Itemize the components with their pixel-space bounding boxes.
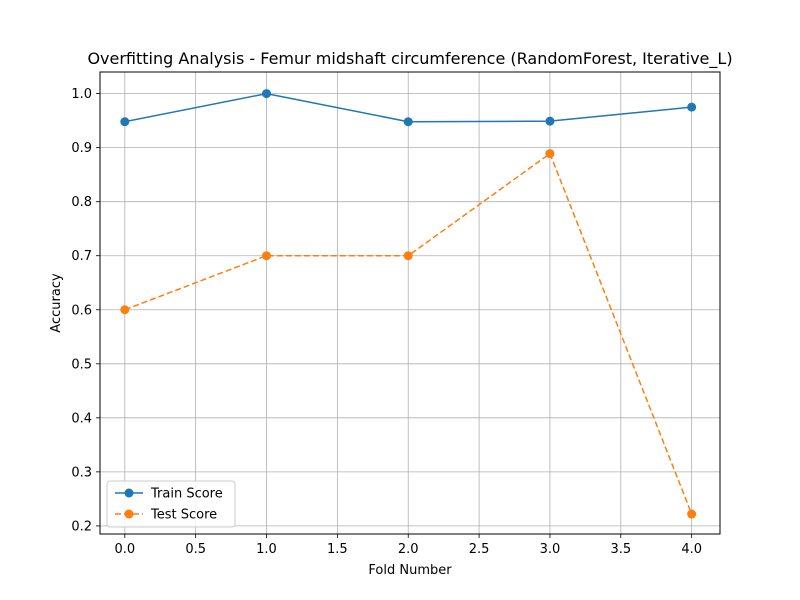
y-axis-label: Accuracy [49, 273, 64, 333]
x-tick-label: 4.0 [681, 542, 702, 557]
x-tick-label: 2.0 [398, 542, 419, 557]
legend-test-score-marker [124, 509, 134, 519]
test-score-point [545, 149, 555, 159]
y-tick-label: 0.6 [71, 303, 92, 318]
x-tick-label: 3.5 [610, 542, 631, 557]
x-tick-label: 2.5 [469, 542, 490, 557]
x-axis-label: Fold Number [368, 563, 452, 578]
x-axis: 0.0 0.5 1.0 1.5 2.0 2.5 3.0 3.5 4.0 [114, 534, 702, 557]
x-tick-label: 0.0 [114, 542, 135, 557]
train-score-point [120, 117, 130, 127]
y-tick-label: 0.2 [71, 519, 92, 534]
train-score-point [545, 116, 555, 126]
x-tick-label: 1.0 [256, 542, 277, 557]
y-axis: 0.2 0.3 0.4 0.5 0.6 0.7 0.8 0.9 1.0 [71, 87, 100, 534]
train-score-point [403, 117, 413, 127]
y-tick-label: 0.7 [71, 249, 92, 264]
train-score-point [687, 102, 697, 112]
x-tick-label: 1.5 [327, 542, 348, 557]
y-tick-label: 0.4 [71, 411, 92, 426]
train-score-point [262, 89, 272, 99]
y-tick-label: 0.3 [71, 465, 92, 480]
legend-train-score-label: Train Score [150, 487, 223, 502]
legend-test-score-label: Test Score [150, 508, 217, 523]
legend-train-score-marker [124, 488, 134, 498]
test-score-point [120, 305, 130, 315]
y-tick-label: 0.9 [71, 141, 92, 156]
y-tick-label: 0.5 [71, 357, 92, 372]
x-tick-label: 3.0 [540, 542, 561, 557]
y-tick-label: 0.8 [71, 195, 92, 210]
chart-title: Overfitting Analysis - Femur midshaft ci… [87, 49, 732, 69]
plot-frame [99, 71, 721, 535]
x-tick-label: 0.5 [185, 542, 206, 557]
test-score-point [687, 509, 697, 519]
grid [100, 72, 720, 534]
legend: Train Score Test Score [106, 480, 236, 528]
y-tick-label: 1.0 [71, 87, 92, 102]
test-score-point [262, 251, 272, 261]
test-score-point [403, 251, 413, 261]
series-layer [120, 89, 697, 519]
